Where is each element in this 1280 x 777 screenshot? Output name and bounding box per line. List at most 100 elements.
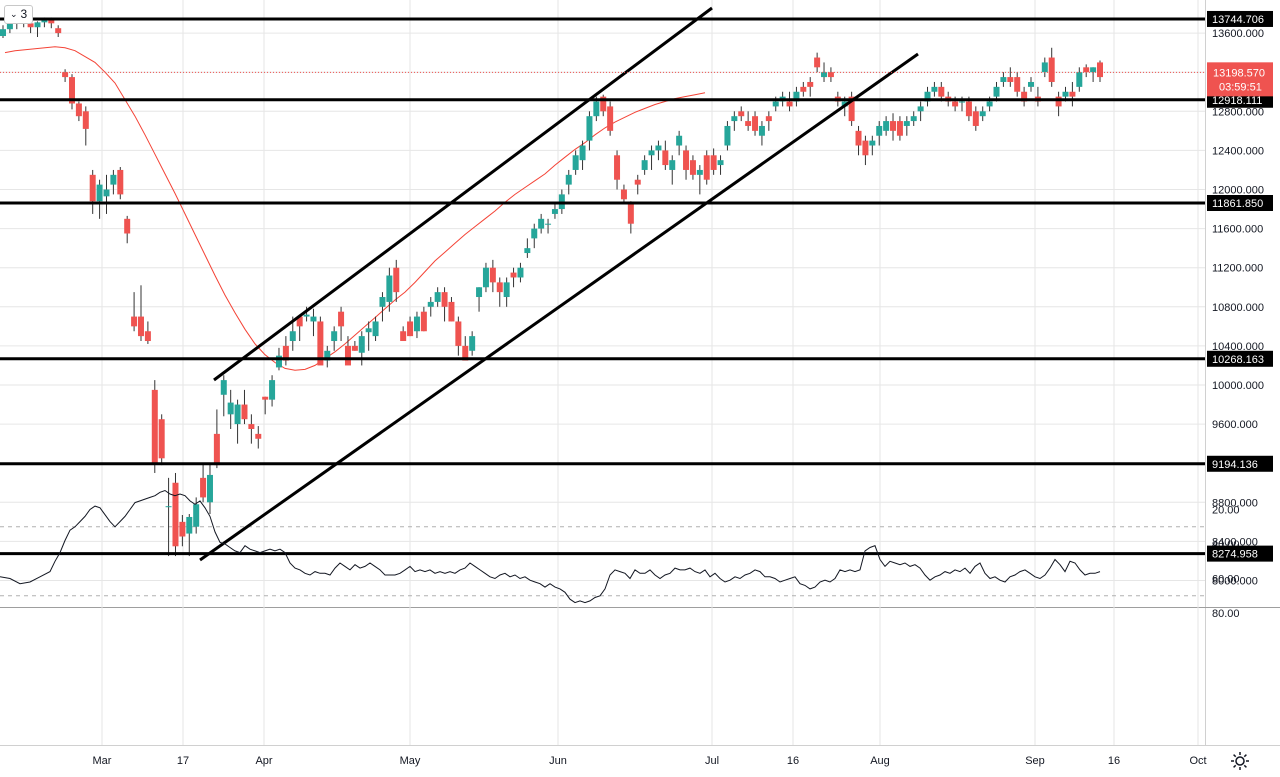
candle-body bbox=[144, 331, 151, 342]
candle-body bbox=[1083, 67, 1090, 73]
candle bbox=[282, 336, 289, 366]
candle bbox=[172, 472, 179, 557]
candle bbox=[427, 297, 434, 317]
candle bbox=[752, 111, 759, 136]
candle-body bbox=[476, 287, 483, 298]
candle-body bbox=[972, 111, 979, 126]
candle-body bbox=[110, 174, 117, 185]
candle-body bbox=[572, 155, 579, 170]
candle bbox=[1034, 86, 1041, 107]
moving-average-line bbox=[4, 46, 706, 371]
candle-body bbox=[165, 506, 172, 508]
candle bbox=[620, 184, 627, 205]
candle bbox=[151, 380, 158, 473]
candle bbox=[890, 113, 897, 141]
candle bbox=[124, 215, 131, 244]
candle-body bbox=[1028, 81, 1035, 87]
candle-body bbox=[855, 130, 862, 146]
candle-body bbox=[1055, 96, 1062, 107]
candle-body bbox=[765, 116, 772, 122]
candle-body bbox=[255, 433, 262, 439]
ma-line bbox=[4, 46, 706, 371]
candle bbox=[586, 111, 593, 151]
candle bbox=[510, 267, 517, 288]
candle bbox=[96, 179, 103, 219]
candle bbox=[503, 277, 510, 307]
time-tick-label: Oct bbox=[1189, 755, 1206, 767]
candle-body bbox=[427, 301, 434, 307]
candle bbox=[1069, 81, 1076, 107]
candle-body bbox=[462, 345, 469, 361]
candle-body bbox=[365, 328, 372, 333]
candle bbox=[648, 145, 655, 170]
time-tick-label: Aug bbox=[870, 755, 890, 767]
candle bbox=[1021, 86, 1028, 107]
candle-body bbox=[379, 297, 386, 307]
candle-body bbox=[717, 160, 724, 166]
candle-body bbox=[807, 81, 814, 87]
candle-body bbox=[503, 282, 510, 298]
candle-body bbox=[731, 116, 738, 122]
candle-body bbox=[1069, 91, 1076, 97]
candle-body bbox=[669, 160, 676, 170]
candle bbox=[179, 515, 186, 547]
price-tick-label: 8800.000 bbox=[1212, 497, 1258, 509]
candle bbox=[876, 121, 883, 146]
candle-body bbox=[924, 91, 931, 102]
candle-body bbox=[821, 72, 828, 78]
candle bbox=[379, 292, 386, 322]
candle-body bbox=[876, 125, 883, 136]
candle bbox=[34, 21, 41, 38]
candle bbox=[814, 52, 821, 73]
candle-body bbox=[593, 101, 600, 117]
candle-body bbox=[1021, 91, 1028, 102]
level-label-bg bbox=[1207, 195, 1273, 212]
time-tick-label: 16 bbox=[787, 755, 799, 767]
candle bbox=[420, 306, 427, 332]
price-tick-label: 11600.000 bbox=[1212, 224, 1263, 236]
gear-icon[interactable] bbox=[1229, 750, 1251, 772]
collapse-indicators-button[interactable]: ⌄ 3 bbox=[4, 5, 34, 24]
candle bbox=[55, 25, 62, 38]
rsi-tick-label: 80.00 bbox=[1212, 608, 1240, 620]
candle-body bbox=[627, 204, 634, 224]
candle bbox=[1048, 47, 1055, 87]
candle-body bbox=[68, 77, 75, 104]
level-label-bg bbox=[1207, 545, 1273, 562]
candle bbox=[731, 111, 738, 131]
candle-body bbox=[1014, 77, 1021, 92]
candle bbox=[200, 463, 207, 503]
candle bbox=[262, 396, 269, 415]
candle bbox=[165, 477, 172, 557]
candle-body bbox=[959, 101, 966, 103]
candle-body bbox=[538, 218, 545, 229]
candle bbox=[351, 341, 358, 351]
candle bbox=[710, 148, 717, 175]
time-axis[interactable]: Mar 17 Apr May Jun Jul 16 Aug Sep 16 Oct bbox=[93, 755, 1207, 767]
candle-body bbox=[1062, 91, 1069, 97]
candle bbox=[883, 116, 890, 136]
time-tick-label: Jun bbox=[549, 755, 567, 767]
candle bbox=[220, 375, 227, 417]
candle-body bbox=[883, 121, 890, 131]
candle-body bbox=[275, 355, 282, 368]
candle bbox=[703, 150, 710, 185]
price-grid bbox=[0, 0, 1280, 746]
level-label: 11861.850 bbox=[1212, 198, 1263, 210]
candle bbox=[545, 218, 552, 234]
candle-body bbox=[137, 316, 144, 337]
candle-body bbox=[793, 91, 800, 102]
candle-body bbox=[55, 28, 62, 34]
candle-body bbox=[676, 135, 683, 146]
candle bbox=[1083, 64, 1090, 78]
time-tick-label: May bbox=[400, 755, 421, 767]
candle-body bbox=[662, 150, 669, 166]
candle bbox=[324, 345, 331, 368]
candle bbox=[676, 130, 683, 156]
candle bbox=[614, 150, 621, 190]
level-label: 10268.163 bbox=[1212, 354, 1264, 366]
candle bbox=[1041, 57, 1048, 78]
candle-body bbox=[738, 111, 745, 117]
candle-body bbox=[186, 516, 193, 534]
